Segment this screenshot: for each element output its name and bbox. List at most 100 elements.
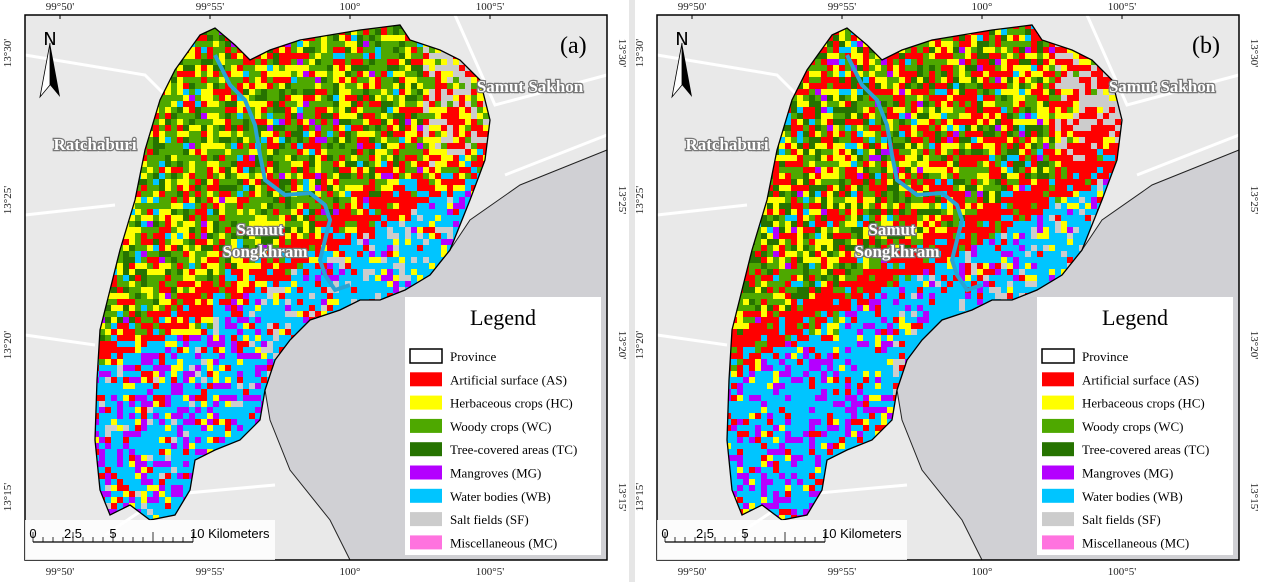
land-cell bbox=[267, 311, 274, 318]
land-cell bbox=[189, 245, 196, 252]
land-cell bbox=[279, 227, 286, 234]
land-cell bbox=[345, 263, 352, 270]
land-cell bbox=[129, 431, 136, 438]
land-cell bbox=[99, 371, 106, 378]
land-cell bbox=[441, 233, 448, 240]
land-cell bbox=[423, 131, 430, 138]
land-cell bbox=[279, 203, 286, 210]
land-cell bbox=[225, 275, 232, 282]
land-cell bbox=[285, 287, 292, 294]
land-cell bbox=[129, 239, 136, 246]
land-cell bbox=[243, 77, 250, 84]
land-cell bbox=[237, 83, 244, 90]
land-cell bbox=[363, 47, 370, 54]
land-cell bbox=[189, 455, 196, 462]
land-cell bbox=[297, 65, 304, 72]
land-cell bbox=[249, 317, 256, 324]
land-cell bbox=[201, 53, 208, 60]
land-cell bbox=[291, 149, 298, 156]
land-cell bbox=[225, 161, 232, 168]
land-cell bbox=[309, 71, 316, 78]
land-cell bbox=[261, 227, 268, 234]
land-cell bbox=[231, 419, 238, 426]
land-cell bbox=[183, 173, 190, 180]
land-cell bbox=[231, 239, 238, 246]
land-cell bbox=[399, 143, 406, 150]
land-cell bbox=[171, 275, 178, 282]
land-cell bbox=[405, 221, 412, 228]
land-cell bbox=[393, 239, 400, 246]
land-cell bbox=[135, 305, 142, 312]
land-cell bbox=[219, 353, 226, 360]
land-cell bbox=[183, 365, 190, 372]
land-cell bbox=[411, 203, 418, 210]
land-cell bbox=[111, 275, 118, 282]
land-cell bbox=[111, 407, 118, 414]
land-cell bbox=[123, 461, 130, 468]
land-cell bbox=[183, 143, 190, 150]
land-cell bbox=[387, 47, 394, 54]
land-cell bbox=[279, 53, 286, 60]
land-cell bbox=[267, 71, 274, 78]
land-cell bbox=[171, 245, 178, 252]
land-cell bbox=[243, 131, 250, 138]
land-cell bbox=[297, 53, 304, 60]
land-cell bbox=[117, 389, 124, 396]
land-cell bbox=[195, 275, 202, 282]
land-cell bbox=[171, 197, 178, 204]
land-cell bbox=[135, 293, 142, 300]
land-cell bbox=[147, 143, 154, 150]
land-cell bbox=[435, 173, 442, 180]
land-cell bbox=[369, 257, 376, 264]
land-cell bbox=[405, 257, 412, 264]
land-cell bbox=[441, 137, 448, 144]
land-cell bbox=[411, 239, 418, 246]
land-cell bbox=[267, 65, 274, 72]
land-cell bbox=[165, 113, 172, 120]
land-cell bbox=[351, 149, 358, 156]
land-cell bbox=[387, 179, 394, 186]
land-cell bbox=[369, 275, 376, 282]
land-cell bbox=[429, 137, 436, 144]
land-cell bbox=[189, 305, 196, 312]
land-cell bbox=[333, 293, 340, 300]
land-cell bbox=[243, 251, 250, 258]
land-cell bbox=[417, 227, 424, 234]
land-cell bbox=[393, 263, 400, 270]
land-cell bbox=[339, 233, 346, 240]
land-cell bbox=[363, 233, 370, 240]
land-cell bbox=[177, 221, 184, 228]
land-cell bbox=[183, 53, 190, 60]
land-cell bbox=[345, 143, 352, 150]
land-cell bbox=[351, 101, 358, 108]
land-cell bbox=[261, 131, 268, 138]
land-cell bbox=[171, 221, 178, 228]
land-cell bbox=[333, 47, 340, 54]
land-cell bbox=[345, 197, 352, 204]
land-cell bbox=[345, 35, 352, 42]
land-cell bbox=[219, 233, 226, 240]
land-cell bbox=[267, 293, 274, 300]
land-cell bbox=[381, 275, 388, 282]
land-cell bbox=[393, 149, 400, 156]
land-cell bbox=[279, 89, 286, 96]
land-cell bbox=[147, 413, 154, 420]
land-cell bbox=[411, 113, 418, 120]
land-cell bbox=[393, 233, 400, 240]
land-cell bbox=[177, 431, 184, 438]
land-cell bbox=[381, 221, 388, 228]
land-cell bbox=[99, 467, 106, 474]
land-cell bbox=[357, 113, 364, 120]
land-cell bbox=[333, 149, 340, 156]
land-cell bbox=[225, 65, 232, 72]
land-cell bbox=[147, 305, 154, 312]
land-cell bbox=[213, 137, 220, 144]
land-cell bbox=[159, 467, 166, 474]
land-cell bbox=[291, 155, 298, 162]
land-cell bbox=[165, 317, 172, 324]
land-cell bbox=[291, 227, 298, 234]
land-cell bbox=[309, 149, 316, 156]
land-cell bbox=[303, 137, 310, 144]
land-cell bbox=[321, 107, 328, 114]
land-cell bbox=[315, 89, 322, 96]
